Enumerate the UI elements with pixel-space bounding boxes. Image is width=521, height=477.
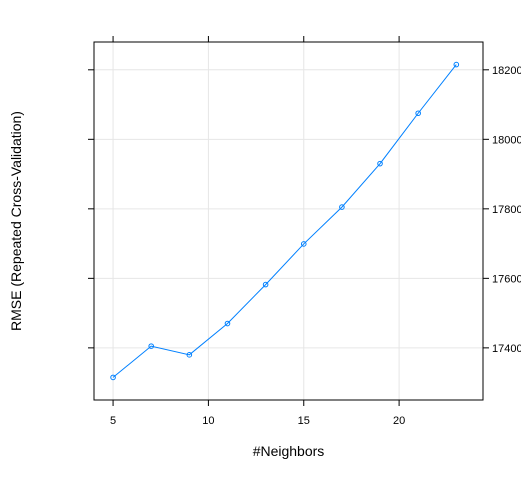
data-point [339,204,345,210]
plot-frame [93,41,484,401]
x-tick-label: 15 [298,415,310,427]
series-line [112,64,457,378]
x-tick-label: 20 [393,415,405,427]
data-point [377,160,383,167]
data-point [453,61,460,68]
data-point [110,374,116,381]
data-point [148,343,155,349]
y-tick-label: 174000 [492,343,521,355]
y-tick-label: 178000 [492,204,521,216]
data-point [415,110,421,117]
x-tick-label: 5 [110,415,116,427]
y-tick-label: 182000 [492,65,521,77]
data-point [186,352,193,358]
y-axis-title: RMSE (Repeated Cross-Validation) [8,111,24,331]
data-point [224,320,231,327]
y-tick-label: 180000 [492,134,521,146]
data-point [300,241,307,247]
series-layer [110,61,460,381]
ticks-layer: 5 10 15 20 174000 176000 178000 180000 182000 [88,36,521,427]
data-point [262,281,269,288]
x-axis-title: #Neighbors [253,443,325,459]
y-tick-label: 176000 [492,273,521,285]
x-tick-label: 10 [202,415,214,427]
